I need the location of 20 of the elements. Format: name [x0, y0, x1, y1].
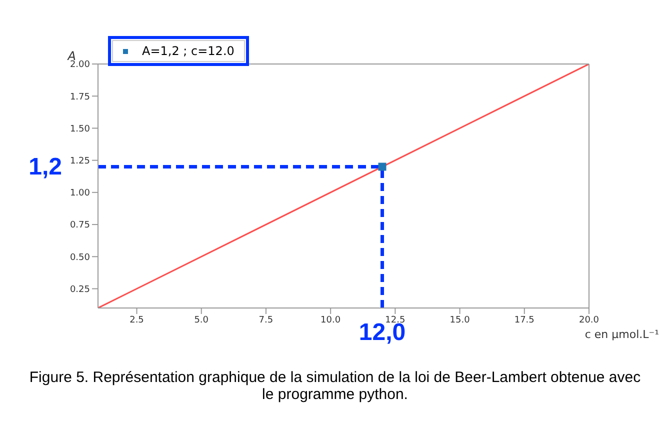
y-tick-label: 1.25: [70, 156, 90, 167]
legend-label: A=1,2 ; c=12.0: [142, 44, 234, 58]
x-tick-label: 10.0: [320, 315, 341, 326]
y-tick-label: 1.00: [70, 188, 90, 199]
highlight-frame: A=1,2 ; c=12.0: [108, 36, 250, 66]
x-tick-label: 2.5: [130, 315, 144, 326]
ref-line-label: 1,2: [28, 154, 62, 181]
x-tick-label: 5.0: [194, 315, 209, 326]
y-tick-label: 0.75: [70, 220, 90, 231]
x-tick-label: 15.0: [450, 315, 470, 326]
x-tick-label: 7.5: [258, 315, 274, 326]
y-tick-label: 1.75: [70, 92, 90, 102]
x-tick-label: 17.5: [514, 315, 534, 326]
x-axis-title: c en µmol.L⁻¹: [584, 328, 659, 341]
y-tick-label: 1.50: [70, 124, 90, 134]
y-tick-label: 0.50: [70, 252, 90, 263]
x-tick-label: 20.0: [578, 315, 600, 326]
y-tick-label: 2.00: [70, 60, 90, 70]
y-tick-label: 0.25: [70, 284, 90, 295]
caption: Figure 5. Représentation graphique de la simulation de la loi de Beer-Lambert obtenue avec le programme python.: [28, 368, 642, 403]
